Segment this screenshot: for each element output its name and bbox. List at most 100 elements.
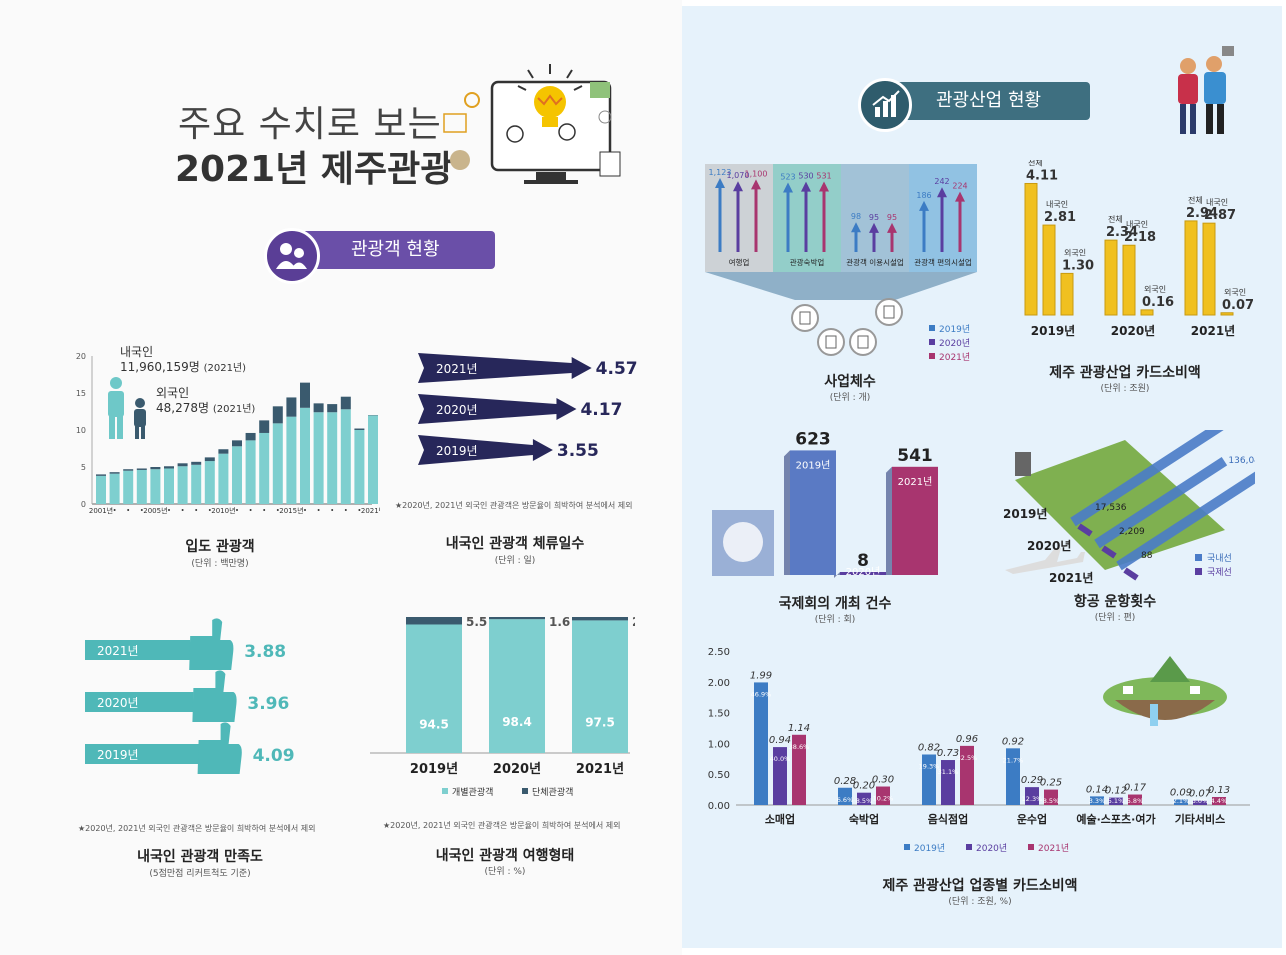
section-visitors-title: 관광객 현황 (351, 239, 440, 260)
card-total-series-label: 내국인 (1046, 199, 1068, 209)
card-total-year-label: 2019년 (1031, 324, 1075, 338)
conference-value-label: 8 (857, 551, 869, 571)
card-industry-category-label: 기타서비스 (1175, 812, 1226, 826)
satisfaction-bar (85, 692, 194, 712)
card-industry-share-label: 3.3% (1089, 797, 1106, 805)
card-industry-share-label: 8.5% (856, 797, 873, 805)
card-total-coin-stack (1104, 239, 1118, 316)
people-icon (264, 228, 320, 284)
business-arrow-head (869, 222, 879, 233)
card-total-series-label: 전체 (1188, 195, 1203, 205)
arrivals-bar-domestic (177, 466, 188, 504)
card-total-coin-stack (1202, 222, 1216, 316)
conference-year-label: 2019년 (796, 459, 831, 471)
arrivals-legend-foreign-year: (2021년) (212, 404, 256, 415)
arrivals-bar-domestic (286, 416, 297, 504)
card-industry-category-label: 예술·스포츠·여가 (1076, 812, 1155, 826)
card-industry-value-label: 0.20 (853, 781, 875, 792)
card-industry-bar (876, 786, 890, 805)
business-category-label: 관광숙박업 (790, 257, 825, 267)
business-funnel (705, 272, 977, 300)
card-industry-bar (1006, 748, 1020, 805)
arrivals-bar-domestic (136, 469, 147, 504)
card-industry-legend-swatch (1028, 844, 1034, 850)
card-industry-value-label: 0.73 (937, 748, 959, 759)
card-industry-bar (1109, 797, 1123, 805)
stay-value-label: 3.55 (557, 441, 599, 461)
flights-international-bar (1123, 567, 1139, 581)
island-illustration-icon (1103, 656, 1227, 726)
stay-value-label: 4.17 (580, 400, 622, 420)
arrivals-bar-domestic (340, 409, 351, 504)
business-arrow-head (851, 222, 861, 233)
satisfaction-value-label: 3.96 (247, 694, 289, 714)
arrivals-bar-foreign (300, 382, 310, 408)
business-value-label: 1,070 (727, 171, 750, 180)
card-total-value-label: 2.94 (1186, 206, 1218, 221)
arrivals-legend-domestic-value: 11,960,159명 (120, 360, 200, 374)
card-industry-y-tick: 1.50 (708, 709, 730, 720)
card-industry-share-label: 4.4% (1211, 797, 1228, 805)
arrivals-legend-domestic: 내국인 (120, 345, 154, 359)
arrivals-x-tick: 2015년 (279, 506, 303, 515)
page-title-line1: 주요 수치로 보는 (178, 104, 442, 145)
card-total-year-label: 2020년 (1111, 324, 1155, 338)
conference-unit: (단위 : 회) (814, 615, 856, 625)
travel-type-bar-group (489, 617, 545, 620)
arrivals-legend-foreign: 외국인 (156, 386, 190, 400)
card-industry-bar (960, 745, 974, 805)
stay-unit: (단위 : 일) (494, 556, 536, 566)
flights-ground (1015, 440, 1225, 570)
arrivals-x-dot (263, 509, 266, 511)
card-industry-y-tick: 2.00 (708, 678, 730, 689)
travel-type-legend-swatch (522, 788, 528, 794)
arrivals-bar-domestic (313, 412, 324, 504)
arrivals-bar-domestic (245, 440, 256, 504)
card-total-title: 제주 관광산업 카드소비액 (1049, 365, 1201, 381)
facility-circle-icon (849, 328, 877, 356)
stay-arrow (418, 353, 592, 383)
card-industry-y-tick: 0.50 (708, 770, 730, 781)
travel-type-unit: (단위 : %) (484, 867, 526, 877)
arrivals-bar-domestic (96, 475, 106, 504)
card-industry-value-label: 0.07 (1189, 789, 1212, 800)
card-total-coin-stack (1122, 244, 1136, 316)
arrivals-bar-foreign (245, 432, 256, 441)
travel-type-group-label: 5.5 (466, 615, 487, 629)
thumb-up-icon (197, 722, 242, 774)
arrivals-x-dot (195, 509, 198, 511)
arrivals-bar-foreign (218, 449, 229, 454)
arrivals-bar-foreign (136, 468, 147, 470)
arrivals-bar-foreign (286, 397, 297, 417)
card-total-unit: (단위 : 조원) (1100, 384, 1150, 394)
business-value-label: 530 (798, 172, 813, 181)
satisfaction-bar (85, 640, 191, 660)
card-industry-value-label: 1.99 (750, 670, 772, 681)
satisfaction-unit: (5점만점 리커트척도 기준) (149, 869, 251, 879)
card-industry-value-label: 0.30 (872, 775, 894, 786)
arrivals-x-dot (140, 509, 143, 511)
arrivals-bar-foreign (259, 420, 270, 433)
arrivals-y-tick: 5 (81, 463, 86, 472)
card-total-coin-stack (1024, 182, 1038, 316)
card-industry-category-label: 숙박업 (849, 812, 879, 826)
arrivals-bar-domestic (354, 430, 365, 504)
flights-domestic-label: 136,047 (1228, 456, 1255, 466)
stay-year-label: 2020년 (436, 403, 478, 417)
travel-type-group-label: 2.5 (632, 615, 635, 629)
card-industry-share-label: 5.8% (1127, 797, 1144, 805)
card-total-series-label: 내국인 (1126, 219, 1148, 229)
arrivals-bar-domestic (150, 469, 161, 504)
travel-type-chart: 94.5 5.5 2019년 98.4 1.6 2020년 97.5 2.5 2021년개별관광… (370, 615, 635, 798)
arrivals-bar-foreign (150, 467, 161, 470)
arrivals-bar-domestic (109, 473, 120, 504)
stay-year-label: 2021년 (436, 362, 478, 376)
arrivals-bar-foreign (354, 428, 365, 430)
facility-glyph-icon (825, 335, 837, 349)
facility-circle-icon (817, 328, 845, 356)
business-category-label: 여행업 (729, 257, 750, 267)
arrivals-bar-domestic (191, 464, 202, 504)
page-title-line2: 2021년 제주관광 (175, 149, 454, 190)
card-industry-bar (773, 747, 787, 805)
arrivals-bar-foreign (204, 457, 215, 462)
